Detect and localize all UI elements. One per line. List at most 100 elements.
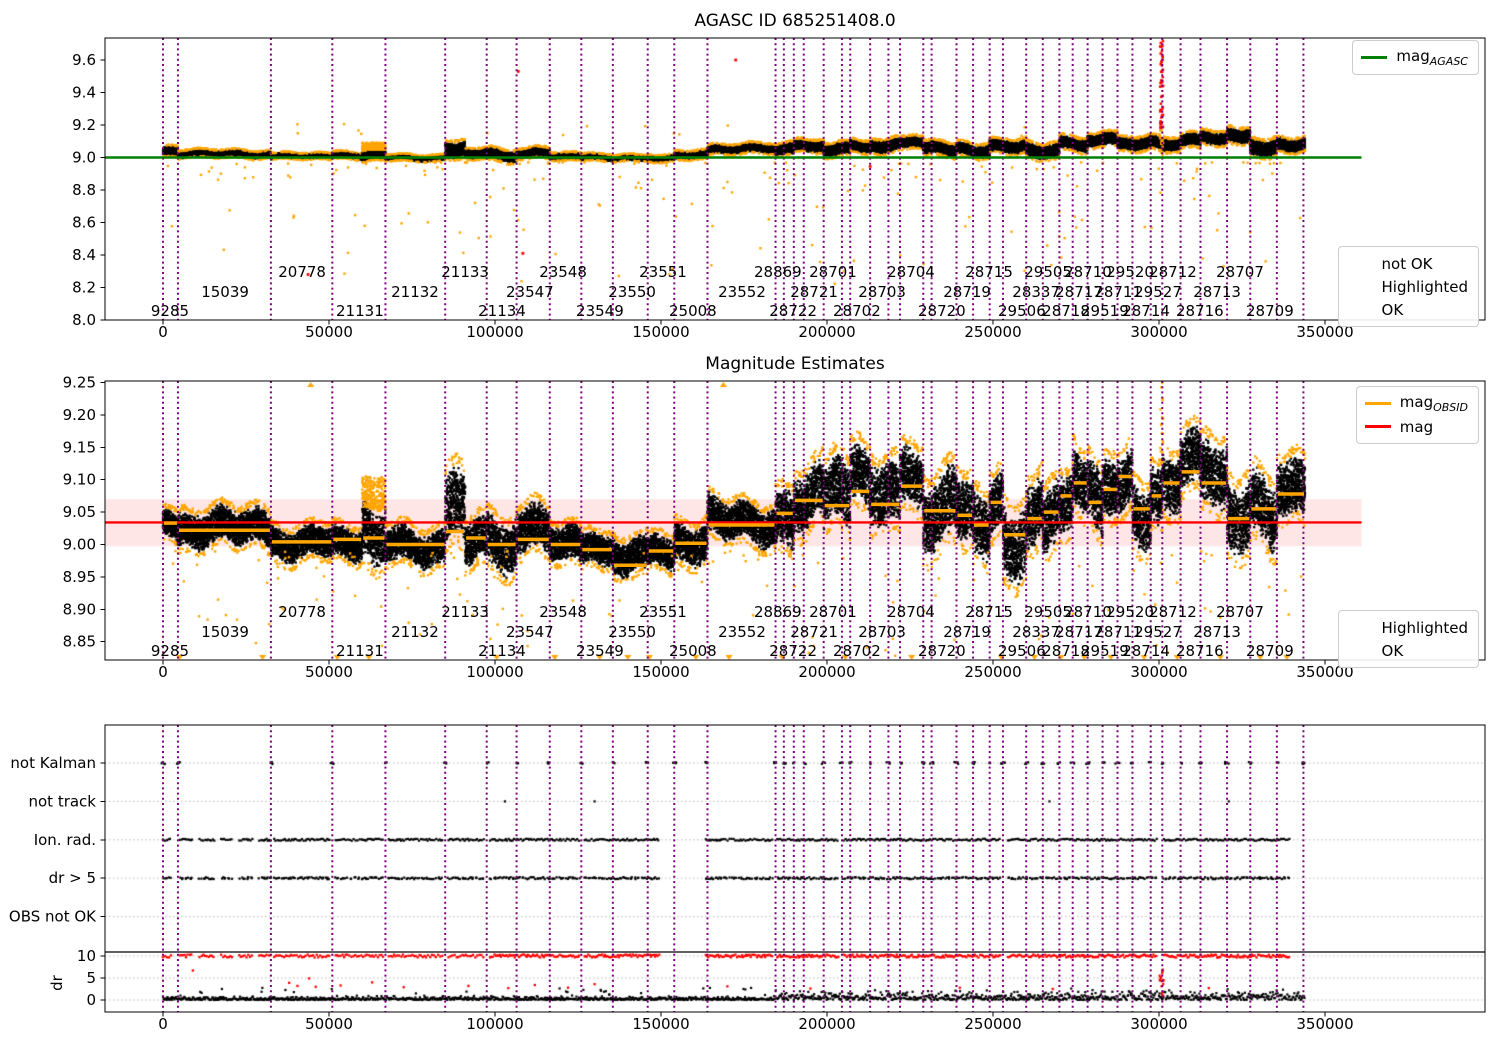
- obsid-label: 23552: [718, 283, 766, 301]
- axes-spine-0: [104, 37, 1486, 321]
- obsid-label: 28721: [790, 283, 838, 301]
- obsid-label: 28337: [1012, 623, 1060, 641]
- obsid-label: 20778: [278, 263, 326, 281]
- obsid-label: 28718: [1042, 302, 1090, 320]
- legend-mag-lines: magOBSID mag: [1355, 386, 1479, 444]
- legend-item-not-ok: not OK: [1347, 252, 1468, 275]
- obsid-label: 28701: [809, 603, 857, 621]
- axes-spine-2: [104, 724, 1486, 1013]
- x-tick-label: 0: [158, 323, 168, 341]
- x-tick-label: 250000: [964, 663, 1021, 681]
- x-tick-label: 150000: [632, 663, 689, 681]
- obsid-label: 29506: [998, 642, 1046, 660]
- obsid-label: 28716: [1176, 642, 1224, 660]
- obsid-label: 23551: [639, 263, 687, 281]
- obsid-label: 21133: [441, 603, 489, 621]
- obsid-label: 15039: [201, 623, 249, 641]
- y-tick-label: 8.6: [72, 214, 96, 232]
- legend-item-ok: OK: [1347, 298, 1468, 321]
- legend-label: magOBSID: [1399, 393, 1468, 414]
- obsid-label: 21132: [391, 283, 439, 301]
- x-tick-label: 50000: [305, 323, 353, 341]
- obsid-label: 29519: [1081, 642, 1129, 660]
- x-tick-label: 250000: [964, 323, 1021, 341]
- obsid-label: 29505: [1024, 263, 1072, 281]
- obsid-label: 9285: [151, 302, 189, 320]
- obsid-label: 28703: [858, 283, 906, 301]
- legend-label: Highlighted: [1381, 618, 1468, 637]
- obsid-label: 28722: [769, 302, 817, 320]
- obsid-label: 23547: [506, 283, 554, 301]
- legend-label: magAGASC: [1396, 47, 1468, 68]
- dr-tick-label: 0: [86, 991, 96, 1009]
- obsid-label: 29527: [1134, 283, 1182, 301]
- obsid-label: 21131: [336, 302, 384, 320]
- obsid-label: 28716: [1176, 302, 1224, 320]
- obsid-label: 28721: [790, 623, 838, 641]
- obsid-label: 29527: [1134, 623, 1182, 641]
- y-tick-label: 8.95: [63, 568, 96, 586]
- middle-chart-title: Magnitude Estimates: [705, 354, 885, 374]
- y-tick-label: 9.25: [63, 374, 96, 392]
- x-tick-label: 250000: [964, 1015, 1021, 1033]
- obsid-label: 28714: [1122, 642, 1170, 660]
- x-tick-label: 100000: [466, 1015, 523, 1033]
- obsid-label: 25008: [669, 302, 717, 320]
- obsid-label: 28869: [754, 603, 802, 621]
- obsid-label: 28712: [1149, 263, 1197, 281]
- legend-item-highlighted: Highlighted: [1347, 616, 1468, 639]
- x-tick-label: 300000: [1130, 663, 1187, 681]
- x-tick-label: 100000: [466, 663, 523, 681]
- obsid-label: 23549: [576, 302, 624, 320]
- obsid-label: 23552: [718, 623, 766, 641]
- x-tick-label: 200000: [798, 1015, 855, 1033]
- obsid-label: 28707: [1216, 263, 1264, 281]
- legend-item-mag: mag: [1364, 415, 1468, 438]
- obsid-label: 28720: [918, 302, 966, 320]
- obsid-label: 20778: [278, 603, 326, 621]
- legend-item-mag-agasc: magAGASC: [1361, 46, 1468, 69]
- obsid-label: 29519: [1081, 302, 1129, 320]
- obsid-label: 29520: [1106, 263, 1154, 281]
- legend-label: OK: [1381, 641, 1404, 660]
- legend-item-ok: OK: [1347, 639, 1468, 662]
- x-tick-label: 50000: [305, 663, 353, 681]
- obsid-label: 28704: [887, 263, 935, 281]
- obsid-label: 28710: [1064, 263, 1112, 281]
- obsid-label: 28715: [965, 603, 1013, 621]
- legend-label: not OK: [1381, 254, 1433, 273]
- obsid-label: 28710: [1064, 603, 1112, 621]
- obsid-label: 28869: [754, 263, 802, 281]
- flag-category-label: not Kalman: [10, 754, 96, 772]
- flag-category-label: OBS not OK: [9, 908, 97, 926]
- obsid-label: 28715: [965, 263, 1013, 281]
- legend-mid-categories: Highlighted OK: [1337, 610, 1479, 668]
- obsid-label: 28717: [1055, 283, 1103, 301]
- obsid-label: 23548: [539, 603, 587, 621]
- obsid-label: 28709: [1246, 302, 1294, 320]
- y-tick-label: 8.2: [72, 279, 96, 297]
- obsid-label: 28704: [887, 603, 935, 621]
- y-tick-label: 8.90: [63, 600, 96, 618]
- y-tick-label: 8.4: [72, 246, 96, 264]
- dr-axis-label: dr: [48, 974, 66, 991]
- legend-label: mag: [1399, 417, 1434, 436]
- obsid-label: 28703: [858, 623, 906, 641]
- x-tick-label: 350000: [1296, 1015, 1353, 1033]
- y-tick-label: 9.15: [63, 438, 96, 456]
- y-tick-label: 9.20: [63, 406, 96, 424]
- obsid-label: 28337: [1012, 283, 1060, 301]
- obsid-label: 9285: [151, 642, 189, 660]
- top-chart-title: AGASC ID 685251408.0: [694, 11, 896, 31]
- y-tick-label: 8.0: [72, 311, 96, 329]
- flag-category-label: not track: [28, 792, 96, 810]
- dr-tick-label: 5: [86, 969, 96, 987]
- axes-spine-1: [104, 380, 1486, 661]
- y-tick-label: 9.05: [63, 503, 96, 521]
- obsid-label: 28719: [943, 623, 991, 641]
- obsid-label: 21134: [478, 642, 526, 660]
- obsid-label: 28713: [1193, 623, 1241, 641]
- obsid-label: 21134: [478, 302, 526, 320]
- obsid-label: 28711: [1094, 283, 1142, 301]
- y-tick-label: 9.00: [63, 536, 96, 554]
